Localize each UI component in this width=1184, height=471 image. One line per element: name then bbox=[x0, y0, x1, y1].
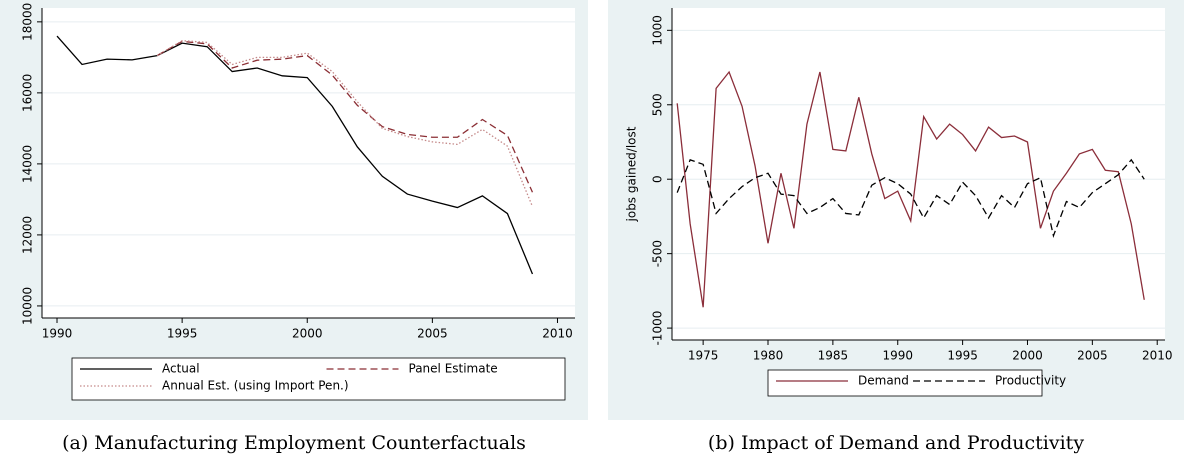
y-tick-label: -500 bbox=[651, 240, 665, 267]
x-tick-label: 1980 bbox=[753, 349, 784, 363]
legend-label: Annual Est. (using Import Pen.) bbox=[162, 379, 349, 393]
y-tick-label: 10000 bbox=[21, 287, 35, 325]
x-tick-label: 2010 bbox=[542, 327, 573, 341]
x-tick-label: 2005 bbox=[1077, 349, 1108, 363]
series-line bbox=[676, 158, 1145, 239]
x-tick-label: 2000 bbox=[292, 327, 323, 341]
caption: (a) Manufacturing Employment Counterfact… bbox=[62, 432, 526, 454]
legend-label: Demand bbox=[858, 374, 909, 388]
y-tick-label: 1000 bbox=[651, 15, 665, 46]
y-tick-label: 500 bbox=[651, 93, 665, 116]
series-line bbox=[56, 35, 534, 275]
x-tick-label: 1990 bbox=[42, 327, 73, 341]
plot-area bbox=[672, 8, 1165, 340]
y-tick-label: 14000 bbox=[21, 145, 35, 183]
series-line bbox=[156, 40, 534, 207]
x-tick-label: 2005 bbox=[417, 327, 448, 341]
x-tick-label: 1990 bbox=[882, 349, 913, 363]
y-tick-label: -1000 bbox=[651, 311, 665, 346]
x-tick-label: 2010 bbox=[1142, 349, 1173, 363]
y-axis-label: jobs gained/lost bbox=[625, 126, 639, 222]
caption: (b) Impact of Demand and Productivity bbox=[708, 432, 1084, 454]
series-line bbox=[676, 70, 1145, 308]
legend-label: Productivity bbox=[995, 374, 1066, 388]
series-line bbox=[156, 40, 534, 193]
y-tick-label: 12000 bbox=[21, 216, 35, 254]
x-tick-label: 1975 bbox=[688, 349, 719, 363]
y-tick-label: 18000 bbox=[21, 3, 35, 41]
x-tick-label: 2000 bbox=[1012, 349, 1043, 363]
legend-box bbox=[71, 357, 566, 401]
y-tick-label: 0 bbox=[651, 175, 665, 183]
legend-label: Actual bbox=[162, 362, 200, 376]
legend-label: Panel Estimate bbox=[409, 362, 498, 376]
legend-box bbox=[767, 369, 1043, 397]
x-tick-label: 1995 bbox=[947, 349, 978, 363]
x-tick-label: 1985 bbox=[818, 349, 849, 363]
x-tick-label: 1995 bbox=[167, 327, 198, 341]
y-tick-label: 16000 bbox=[21, 74, 35, 112]
